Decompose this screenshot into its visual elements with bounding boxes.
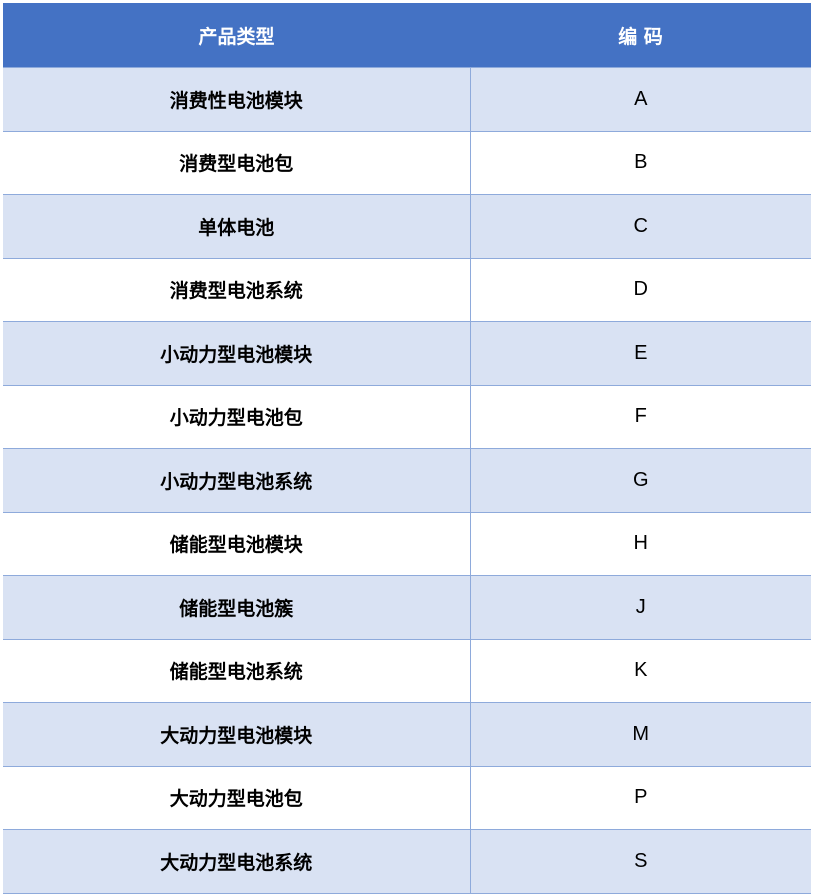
- table-row: 小动力型电池模块 E: [3, 321, 811, 386]
- product-type-cell: 单体电池: [3, 194, 471, 259]
- table-row: 大动力型电池系统 S: [3, 829, 811, 894]
- table-row: 消费型电池系统 D: [3, 257, 811, 322]
- table-row: 大动力型电池包 P: [3, 765, 811, 830]
- table-row: 储能型电池簇 J: [3, 575, 811, 640]
- code-cell: J: [469, 575, 811, 640]
- table-row: 消费性电池模块 A: [3, 67, 811, 132]
- table-row: 储能型电池模块 H: [3, 511, 811, 576]
- code-cell: G: [469, 448, 811, 513]
- code-cell: S: [469, 829, 811, 894]
- product-type-cell: 储能型电池系统: [3, 638, 471, 703]
- table-row: 储能型电池系统 K: [3, 638, 811, 703]
- product-type-cell: 大动力型电池系统: [3, 829, 471, 894]
- product-type-cell: 小动力型电池包: [3, 384, 471, 449]
- header-row: 产品类型 编 码: [3, 3, 811, 68]
- product-type-cell: 大动力型电池模块: [3, 702, 471, 767]
- code-cell: A: [469, 67, 811, 132]
- product-type-cell: 消费型电池包: [3, 130, 471, 195]
- table-row: 小动力型电池包 F: [3, 384, 811, 449]
- code-cell: H: [469, 511, 811, 576]
- code-cell: B: [469, 130, 811, 195]
- header-code: 编 码: [470, 3, 811, 68]
- code-cell: M: [469, 702, 811, 767]
- product-code-table: 产品类型 编 码 消费性电池模块 A 消费型电池包 B 单体电池 C 消费型电池系统 D 小动力…: [3, 3, 811, 894]
- table-row: 消费型电池包 B: [3, 130, 811, 195]
- product-type-cell: 小动力型电池系统: [3, 448, 471, 513]
- table-row: 大动力型电池模块 M: [3, 702, 811, 767]
- code-cell: F: [469, 384, 811, 449]
- code-cell: C: [469, 194, 811, 259]
- product-type-cell: 大动力型电池包: [3, 765, 471, 830]
- table-row: 单体电池 C: [3, 194, 811, 259]
- product-type-cell: 储能型电池模块: [3, 511, 471, 576]
- product-type-cell: 小动力型电池模块: [3, 321, 471, 386]
- code-cell: D: [469, 257, 811, 322]
- product-type-cell: 储能型电池簇: [3, 575, 471, 640]
- table-row: 小动力型电池系统 G: [3, 448, 811, 513]
- header-product-type: 产品类型: [3, 3, 470, 68]
- code-cell: P: [469, 765, 811, 830]
- code-cell: E: [469, 321, 811, 386]
- product-type-cell: 消费性电池模块: [3, 67, 471, 132]
- code-cell: K: [469, 638, 811, 703]
- product-type-cell: 消费型电池系统: [3, 257, 471, 322]
